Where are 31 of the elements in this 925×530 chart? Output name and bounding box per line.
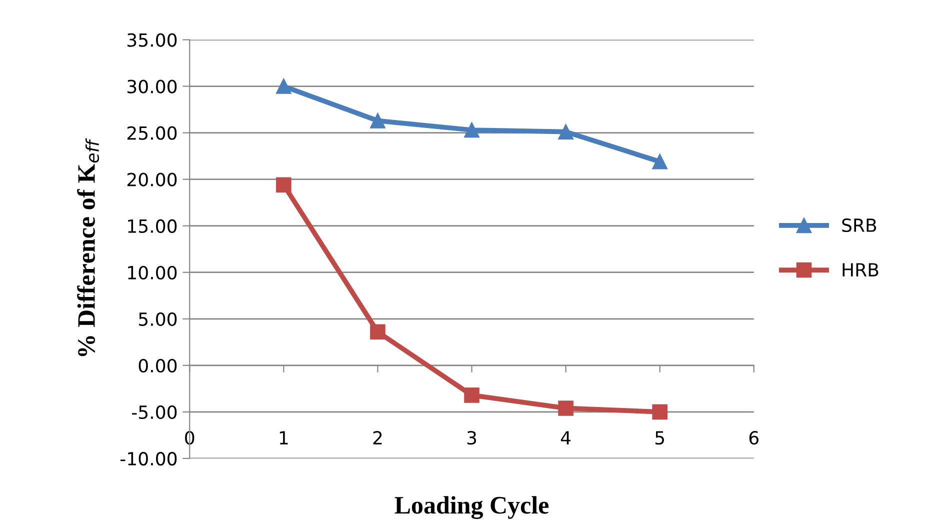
x-tick-label: 0 [185, 431, 194, 445]
x-tick-label: 6 [749, 431, 758, 445]
y-tick-label: -10.00 [120, 452, 177, 466]
y-tick-label: 35.00 [128, 33, 177, 47]
y-tick-label: 5.00 [139, 312, 177, 326]
point [370, 113, 386, 128]
x-tick-label: 1 [280, 431, 288, 444]
y-tick-label: 15.00 [128, 219, 177, 233]
legend-label: SRB [842, 218, 876, 232]
point [558, 400, 574, 416]
point [652, 404, 668, 420]
point [276, 78, 292, 94]
point [370, 324, 386, 340]
x-tick-label: 2 [373, 431, 382, 444]
x-tick-label: 3 [467, 431, 476, 445]
y-tick-label: 30.00 [128, 80, 177, 94]
point [558, 124, 574, 140]
y-tick-label: 10.00 [128, 266, 177, 280]
y-tick-label: 20.00 [127, 172, 177, 186]
y-axis-title: % Difference of K$_{eff}$ [77, 138, 100, 356]
point [652, 154, 668, 170]
y-tick-label: 0.00 [138, 358, 177, 373]
point [464, 388, 480, 403]
x-axis-title: Loading Cycle [394, 496, 549, 519]
y-tick-label: -5.00 [132, 405, 177, 420]
legend-label: HRB [842, 263, 878, 276]
x-tick-label: 4 [560, 431, 571, 444]
x-tick-label: 5 [655, 431, 664, 445]
point [276, 177, 292, 193]
y-tick-label: 25.00 [127, 126, 177, 140]
point [464, 122, 480, 138]
